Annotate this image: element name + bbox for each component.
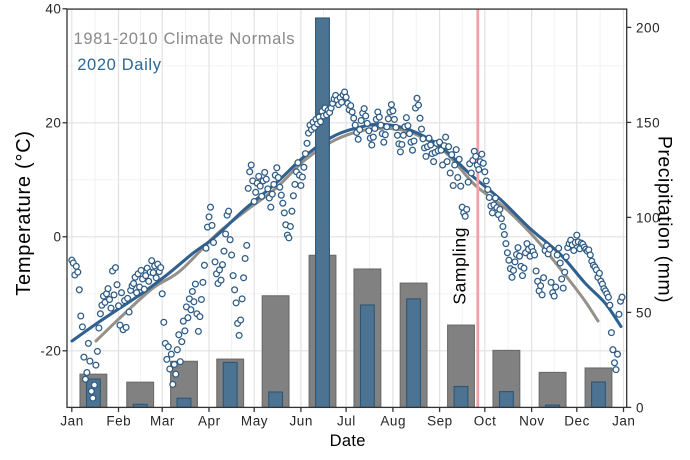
svg-text:Feb: Feb [106,414,131,429]
svg-text:1981-2010 Climate Normals: 1981-2010 Climate Normals [74,30,296,48]
svg-text:Jan: Jan [60,414,83,429]
svg-text:-20: -20 [40,344,61,359]
svg-text:Jan: Jan [612,414,635,429]
svg-text:Nov: Nov [519,414,545,429]
svg-text:150: 150 [636,115,660,130]
svg-text:50: 50 [636,305,652,320]
svg-text:Jul: Jul [337,414,356,429]
svg-text:100: 100 [636,210,660,225]
svg-text:Apr: Apr [198,414,221,429]
svg-text:Sampling: Sampling [449,227,469,305]
svg-text:May: May [241,414,268,429]
svg-text:2020 Daily: 2020 Daily [77,56,162,74]
svg-text:40: 40 [45,2,61,17]
svg-text:Jun: Jun [289,414,312,429]
svg-text:Oct: Oct [474,414,497,429]
svg-text:Sep: Sep [427,414,453,429]
svg-text:20: 20 [45,116,61,131]
svg-text:0: 0 [53,230,61,245]
svg-text:Precipitation (mm): Precipitation (mm) [654,136,676,303]
svg-text:Date: Date [330,432,366,450]
svg-text:Mar: Mar [150,414,175,429]
svg-text:Dec: Dec [564,414,590,429]
svg-text:200: 200 [636,20,660,35]
svg-text:Aug: Aug [380,414,406,429]
svg-text:0: 0 [636,400,644,415]
svg-text:Temperature (°C): Temperature (°C) [13,130,35,296]
